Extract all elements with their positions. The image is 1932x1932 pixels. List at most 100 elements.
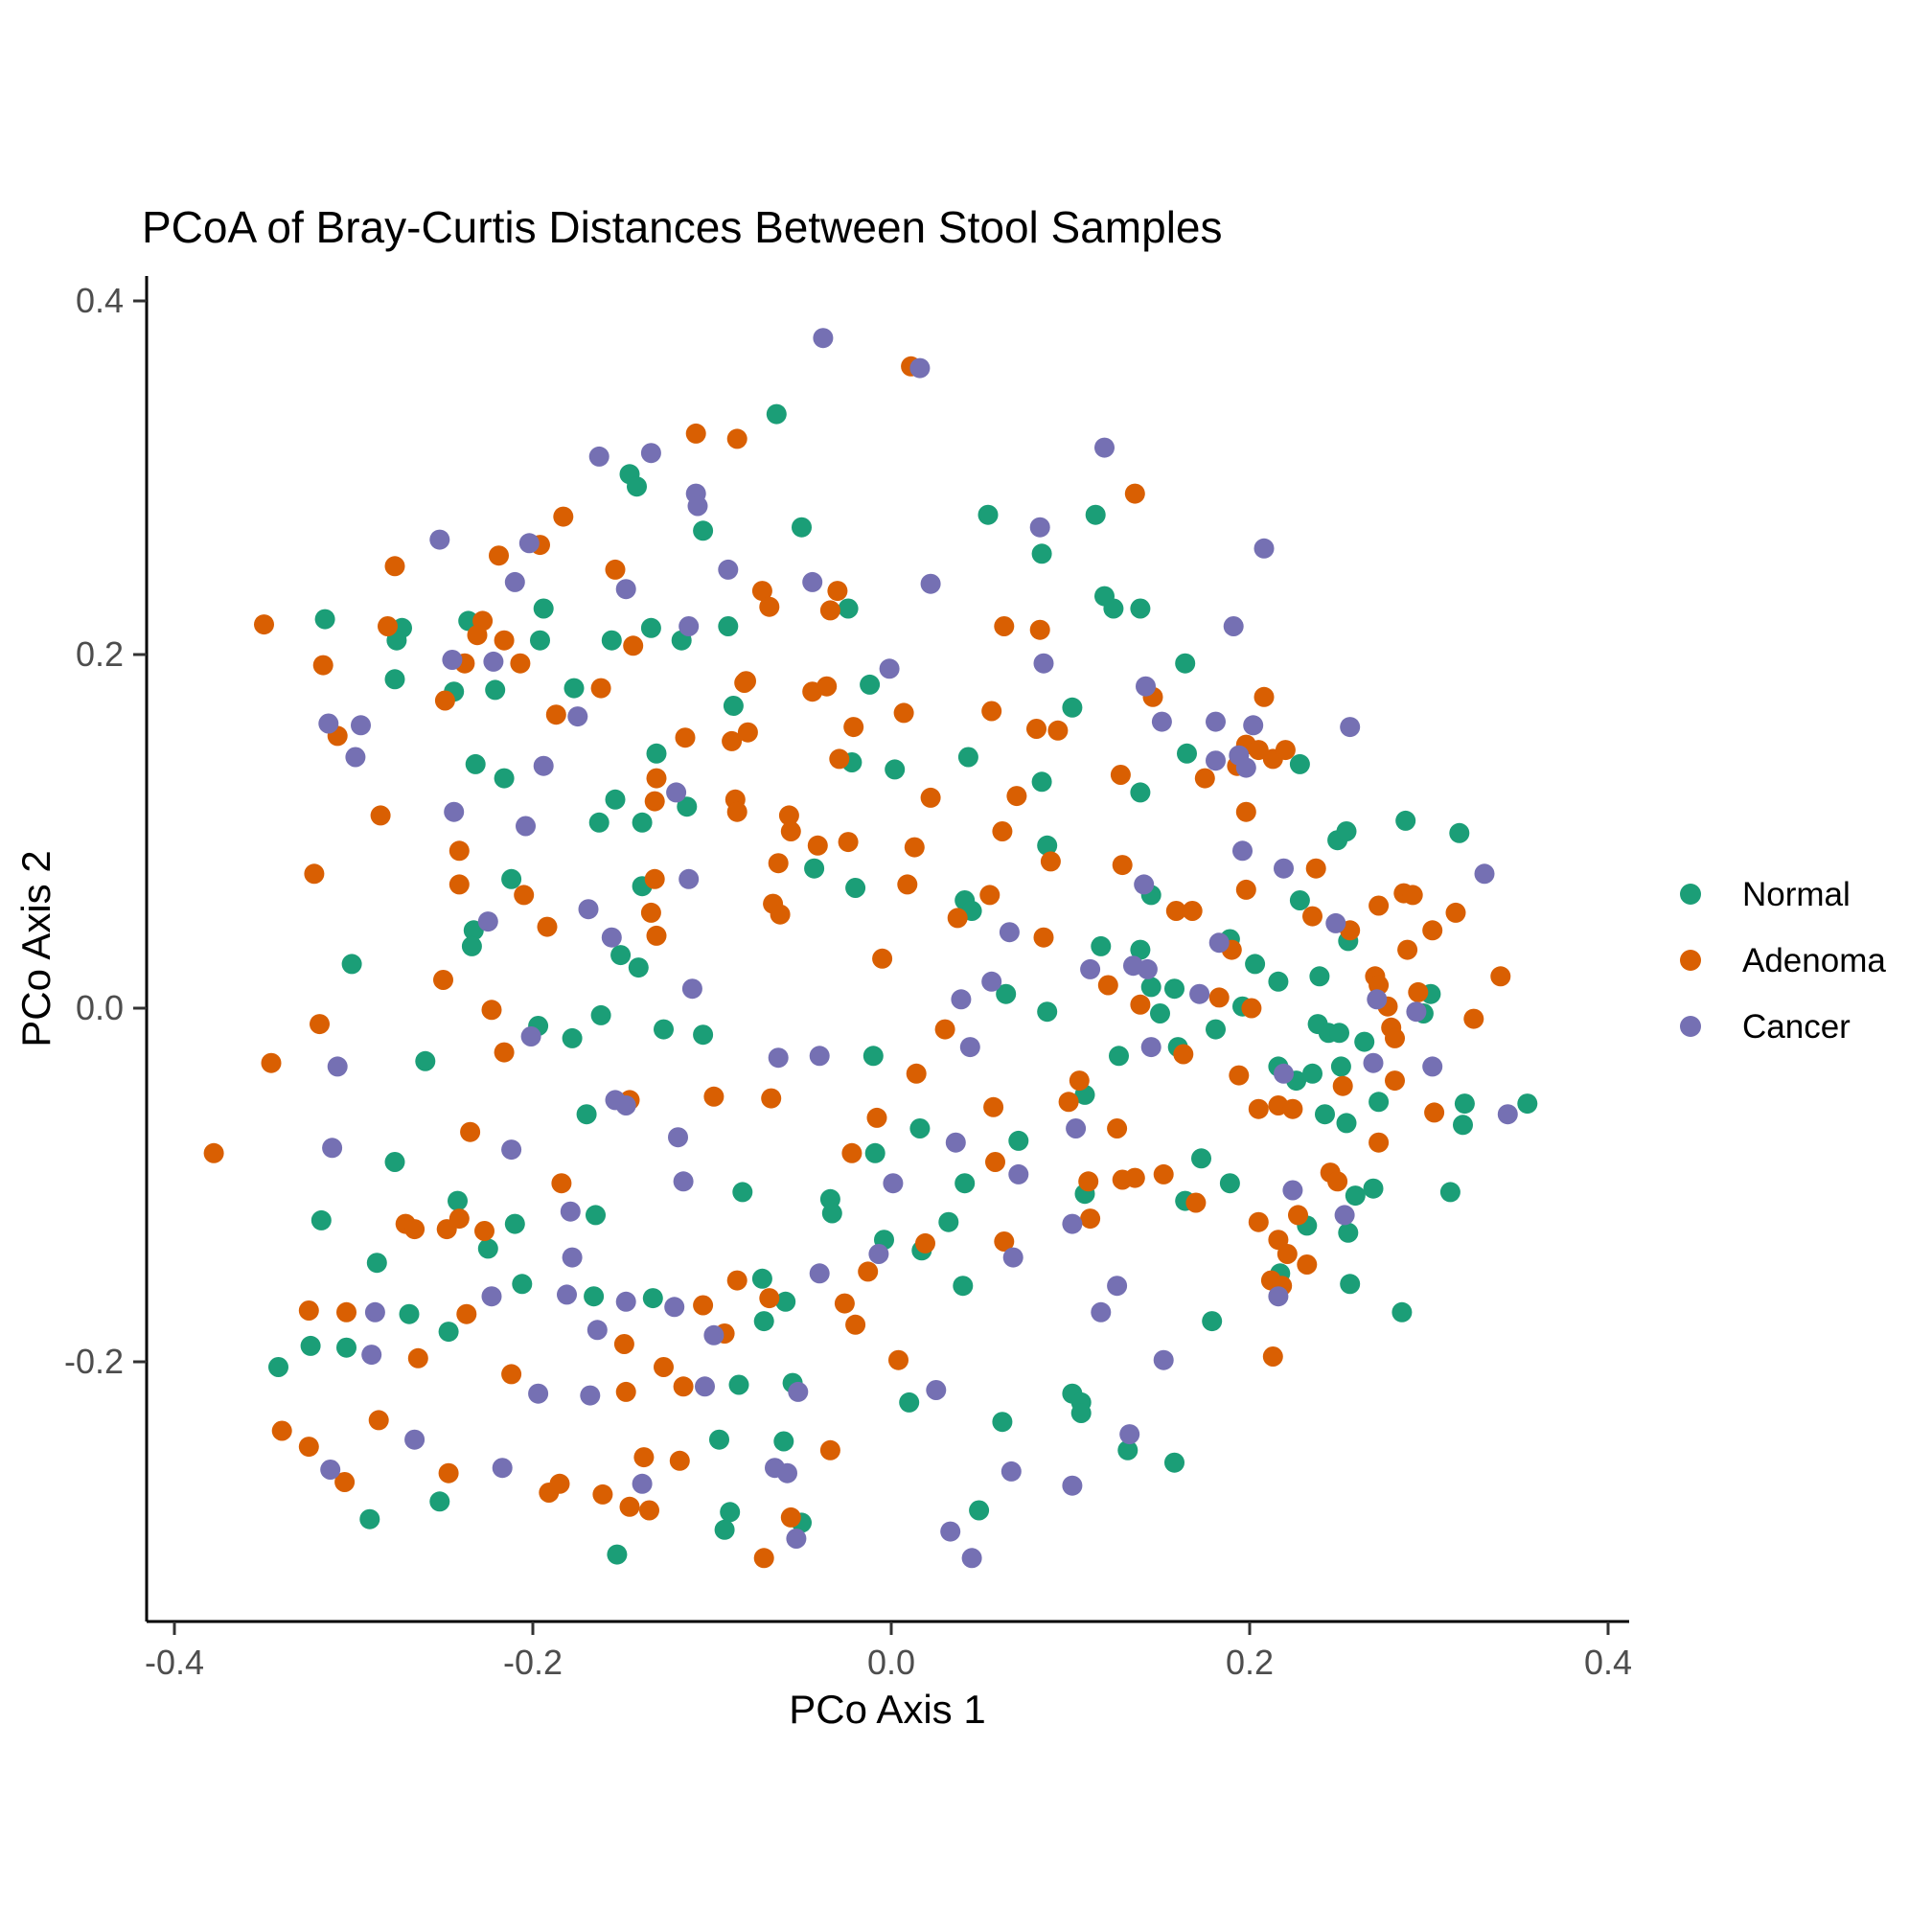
data-point bbox=[678, 868, 700, 889]
data-point bbox=[1363, 1052, 1384, 1073]
data-point bbox=[605, 559, 626, 580]
data-point bbox=[953, 1276, 974, 1297]
series-normal bbox=[268, 403, 1538, 1565]
data-point bbox=[858, 1261, 879, 1282]
data-point bbox=[992, 821, 1013, 841]
data-point bbox=[1248, 1211, 1269, 1232]
data-point bbox=[623, 635, 644, 656]
x-tick-label: 0.2 bbox=[1226, 1643, 1274, 1682]
data-point bbox=[1107, 1276, 1128, 1297]
data-point bbox=[336, 1337, 356, 1358]
data-point bbox=[442, 650, 463, 670]
data-point bbox=[1153, 1163, 1174, 1184]
data-point bbox=[364, 1301, 385, 1322]
data-point bbox=[926, 1380, 947, 1400]
data-point bbox=[681, 978, 702, 1000]
data-point bbox=[1037, 835, 1058, 856]
data-point bbox=[628, 957, 649, 978]
data-point bbox=[693, 1295, 714, 1316]
data-point bbox=[673, 1376, 694, 1397]
data-point bbox=[1254, 538, 1275, 559]
data-point bbox=[327, 1056, 348, 1077]
legend-item-adenoma: Adenoma bbox=[1680, 942, 1886, 979]
data-point bbox=[1474, 863, 1495, 885]
data-point bbox=[1354, 1031, 1375, 1052]
data-point bbox=[775, 1291, 796, 1312]
y-tick-label: 0.2 bbox=[76, 634, 124, 674]
data-point bbox=[978, 504, 999, 525]
data-point bbox=[959, 1037, 980, 1058]
data-point bbox=[761, 1088, 782, 1109]
data-point bbox=[448, 874, 470, 895]
data-point bbox=[807, 835, 828, 856]
data-point bbox=[1103, 598, 1124, 619]
data-point bbox=[613, 1334, 634, 1354]
data-point bbox=[1137, 958, 1158, 979]
data-point bbox=[1080, 1208, 1101, 1230]
data-point bbox=[640, 902, 661, 923]
data-point bbox=[1345, 1185, 1366, 1207]
data-point bbox=[334, 1472, 356, 1492]
data-point bbox=[610, 945, 632, 966]
data-point bbox=[999, 922, 1020, 943]
data-point bbox=[1297, 1254, 1318, 1275]
data-point bbox=[448, 1190, 468, 1211]
data-point bbox=[1031, 771, 1052, 793]
data-point bbox=[1368, 895, 1390, 916]
data-point bbox=[1029, 619, 1050, 640]
data-point bbox=[399, 1303, 420, 1324]
data-point bbox=[518, 533, 540, 554]
data-point bbox=[654, 1357, 674, 1377]
data-point bbox=[1248, 740, 1269, 761]
data-point bbox=[829, 748, 850, 770]
data-point bbox=[1235, 757, 1256, 778]
data-point bbox=[862, 1046, 884, 1067]
data-point bbox=[726, 801, 748, 822]
data-point bbox=[864, 1142, 886, 1163]
data-point bbox=[1289, 753, 1310, 774]
x-tick-label: 0.0 bbox=[867, 1643, 915, 1682]
data-point bbox=[1062, 1213, 1083, 1234]
data-point bbox=[768, 1047, 789, 1069]
data-point bbox=[557, 1284, 577, 1305]
data-point bbox=[845, 878, 866, 898]
data-point bbox=[590, 1004, 611, 1025]
data-point bbox=[897, 874, 918, 895]
data-point bbox=[1490, 966, 1511, 987]
data-point bbox=[947, 908, 968, 929]
data-point bbox=[1026, 719, 1046, 739]
data-point bbox=[560, 1201, 581, 1222]
data-point bbox=[866, 1107, 887, 1128]
data-point bbox=[1408, 981, 1429, 1002]
data-point bbox=[460, 1121, 481, 1142]
data-point bbox=[514, 885, 535, 906]
data-point bbox=[1385, 1070, 1405, 1092]
data-point bbox=[821, 1203, 842, 1224]
legend: Normal Adenoma Cancer bbox=[1680, 876, 1886, 1046]
data-point bbox=[809, 1046, 830, 1067]
data-point bbox=[669, 1450, 690, 1471]
data-point bbox=[666, 782, 687, 803]
data-point bbox=[1332, 1075, 1353, 1096]
data-point bbox=[732, 1182, 753, 1203]
data-point bbox=[1395, 810, 1416, 831]
data-point bbox=[1130, 598, 1151, 619]
y-axis-title: PCo Axis 2 bbox=[13, 850, 58, 1046]
data-point bbox=[1445, 902, 1466, 923]
data-point bbox=[494, 630, 515, 651]
data-point bbox=[576, 1104, 597, 1125]
data-point bbox=[588, 446, 610, 467]
data-point bbox=[632, 812, 653, 833]
data-point bbox=[838, 832, 859, 853]
data-point bbox=[268, 1357, 288, 1377]
data-point bbox=[994, 616, 1015, 636]
data-point bbox=[510, 653, 531, 674]
data-point bbox=[788, 1381, 809, 1402]
data-point bbox=[1206, 711, 1226, 732]
data-point bbox=[494, 1042, 515, 1063]
data-point bbox=[312, 655, 334, 676]
data-point bbox=[1085, 504, 1106, 525]
data-point bbox=[1340, 1274, 1361, 1295]
data-point bbox=[562, 1247, 583, 1268]
data-point bbox=[883, 1173, 904, 1194]
